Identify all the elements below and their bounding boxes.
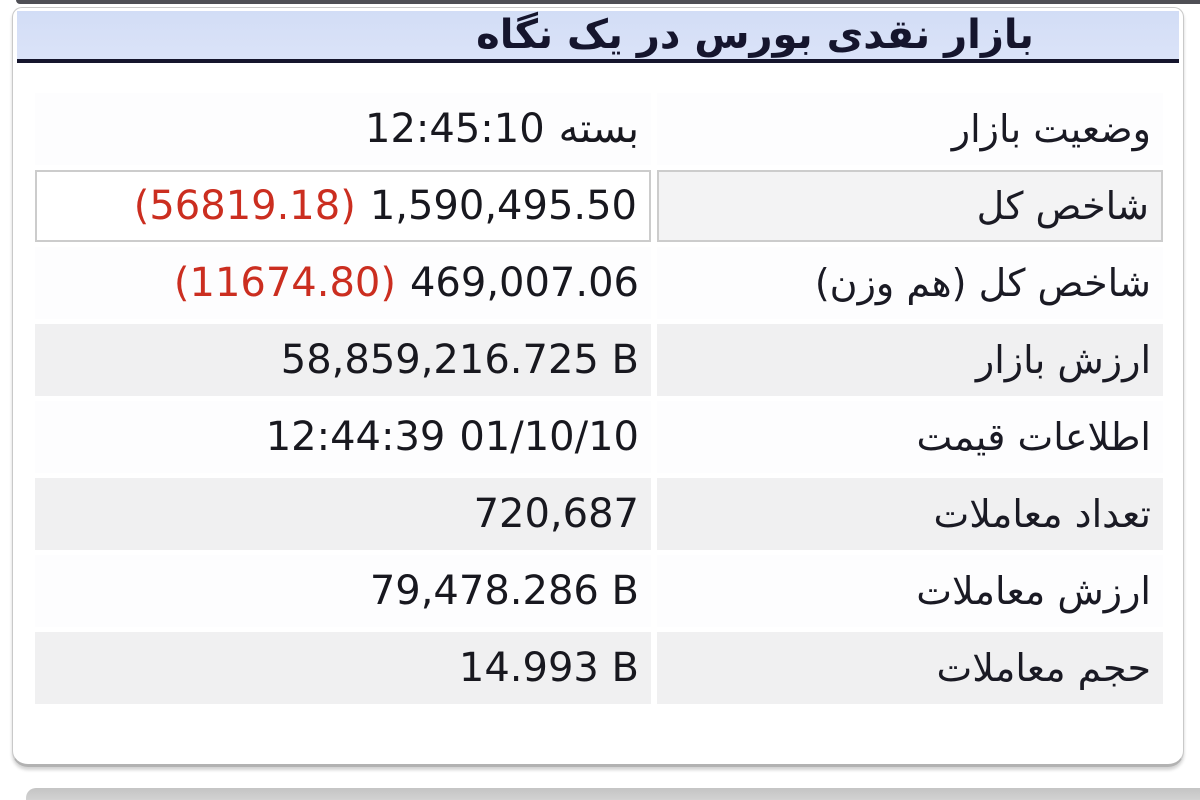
summary-row: 58,859,216.725 B ارزش بازار [35,324,1163,396]
row-value: 12:45:10 بسته [35,93,651,165]
next-panel-edge [26,788,1200,800]
value-part: 12:44:39 [265,414,446,460]
value-part: 14.993 B [458,645,639,691]
value-change-negative: (56819.18) [133,183,356,229]
row-label: ارزش بازار [657,324,1163,396]
row-value[interactable]: (56819.18) 1,590,495.50 [35,170,651,242]
row-label-text: وضعیت بازار [951,107,1151,151]
row-label-text: شاخص کل [976,184,1149,228]
row-value: 79,478.286 B [35,555,651,627]
row-label[interactable]: شاخص کل [657,170,1163,242]
summary-row: 720,687 تعداد معاملات [35,478,1163,550]
market-summary-panel: بازار نقدی بورس در یک نگاه 12:45:10 بسته … [12,7,1184,767]
value-part: 720,687 [473,491,639,537]
row-value: 58,859,216.725 B [35,324,651,396]
row-label-text: اطلاعات قیمت [916,415,1152,459]
row-label: شاخص کل (هم وزن) [657,247,1163,319]
row-label: حجم معاملات [657,632,1163,704]
row-label-text: شاخص کل (هم وزن) [814,261,1151,305]
summary-row: (11674.80) 469,007.06 شاخص کل (هم وزن) [35,247,1163,319]
panel-header: بازار نقدی بورس در یک نگاه [17,11,1179,63]
value-part: بسته [558,106,639,152]
summary-row: 14.993 B حجم معاملات [35,632,1163,704]
previous-panel-edge [16,0,1200,4]
row-label: وضعیت بازار [657,93,1163,165]
value-part: 79,478.286 B [369,568,639,614]
value-part: 58,859,216.725 B [280,337,639,383]
row-label-text: ارزش معاملات [916,569,1151,613]
row-label: تعداد معاملات [657,478,1163,550]
summary-row: 79,478.286 B ارزش معاملات [35,555,1163,627]
value-part: 469,007.06 [409,260,639,306]
row-value: 720,687 [35,478,651,550]
summary-row: 12:44:39 01/10/10 اطلاعات قیمت [35,401,1163,473]
value-part: 12:45:10 [365,106,545,152]
row-label: ارزش معاملات [657,555,1163,627]
summary-table: 12:45:10 بسته وضعیت بازار (56819.18) 1,590… [35,93,1163,704]
value-part: 01/10/10 [459,414,639,460]
row-value: (11674.80) 469,007.06 [35,247,651,319]
row-value: 12:44:39 01/10/10 [35,401,651,473]
row-label: اطلاعات قیمت [657,401,1163,473]
row-label-text: حجم معاملات [936,646,1151,690]
row-label-text: تعداد معاملات [933,492,1151,536]
value-change-negative: (11674.80) [173,260,396,306]
value-part: 1,590,495.50 [369,183,637,229]
row-label-text: ارزش بازار [975,338,1151,382]
summary-row: (56819.18) 1,590,495.50 شاخص کل [35,170,1163,242]
panel-title: بازار نقدی بورس در یک نگاه [476,12,1034,58]
row-value: 14.993 B [35,632,651,704]
summary-row: 12:45:10 بسته وضعیت بازار [35,93,1163,165]
